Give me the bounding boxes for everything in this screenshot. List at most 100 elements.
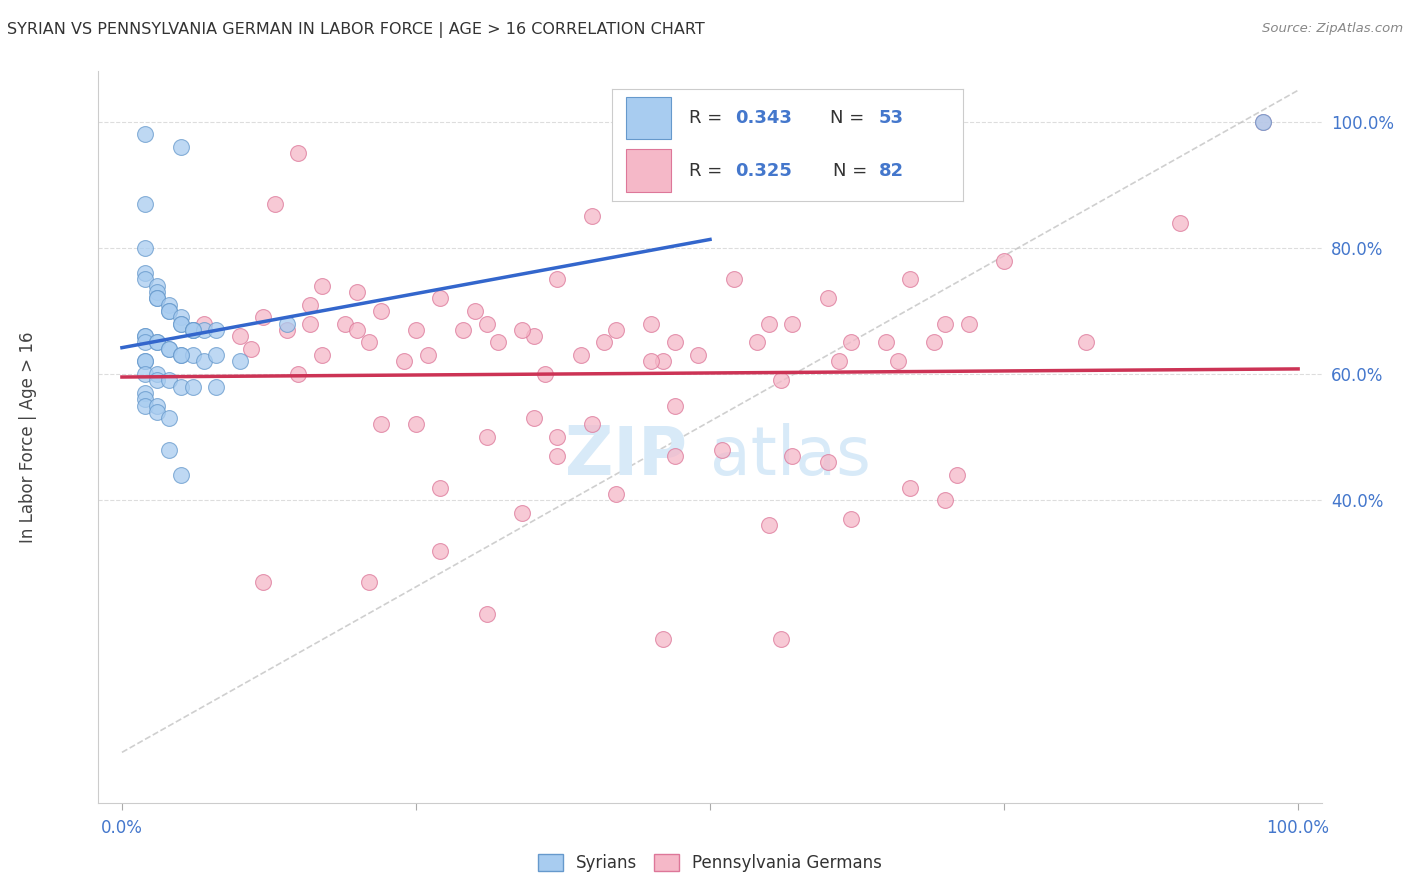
Point xyxy=(311,348,333,362)
Point xyxy=(922,335,945,350)
Point xyxy=(839,512,862,526)
Point xyxy=(782,449,804,463)
Point xyxy=(664,449,686,463)
Point xyxy=(240,342,263,356)
Point xyxy=(898,272,921,286)
Point xyxy=(357,575,380,590)
Point xyxy=(134,386,156,401)
Point xyxy=(605,487,627,501)
Point xyxy=(1076,335,1098,350)
Point xyxy=(157,342,180,356)
Point xyxy=(335,317,357,331)
Point xyxy=(311,278,333,293)
Point xyxy=(193,317,215,331)
Point xyxy=(416,348,439,362)
Point xyxy=(181,323,204,337)
Point xyxy=(946,467,969,482)
Point xyxy=(652,354,675,368)
Point xyxy=(146,399,169,413)
Point xyxy=(146,291,169,305)
Point xyxy=(934,317,956,331)
Point xyxy=(546,272,568,286)
Point xyxy=(134,329,156,343)
Text: N =: N = xyxy=(832,161,873,179)
Point xyxy=(146,278,169,293)
Point xyxy=(875,335,897,350)
Text: R =: R = xyxy=(689,161,728,179)
Point xyxy=(782,317,804,331)
Point xyxy=(170,348,193,362)
Point xyxy=(546,449,568,463)
Point xyxy=(464,304,486,318)
Point xyxy=(710,442,733,457)
Point xyxy=(181,379,204,393)
Point xyxy=(157,298,180,312)
Point xyxy=(475,607,498,621)
Point xyxy=(193,354,215,368)
Point xyxy=(993,253,1015,268)
Point xyxy=(664,399,686,413)
Point xyxy=(157,442,180,457)
Point xyxy=(252,575,274,590)
Point xyxy=(263,196,285,211)
Point xyxy=(769,373,792,387)
Point xyxy=(769,632,792,646)
Point xyxy=(134,354,156,368)
Point xyxy=(817,291,839,305)
Point xyxy=(205,323,228,337)
Text: 82: 82 xyxy=(879,161,904,179)
Point xyxy=(887,354,910,368)
Point xyxy=(723,272,745,286)
Point xyxy=(157,304,180,318)
Point xyxy=(370,417,392,432)
Point xyxy=(170,348,193,362)
Point xyxy=(828,354,851,368)
Point xyxy=(839,335,862,350)
Text: atlas: atlas xyxy=(710,423,870,489)
Point xyxy=(170,379,193,393)
FancyBboxPatch shape xyxy=(626,97,672,139)
Point xyxy=(134,266,156,280)
Point xyxy=(605,323,627,337)
Point xyxy=(745,335,768,350)
Point xyxy=(934,493,956,508)
Legend: Syrians, Pennsylvania Germans: Syrians, Pennsylvania Germans xyxy=(531,847,889,879)
Point xyxy=(146,367,169,381)
Point xyxy=(475,317,498,331)
Point xyxy=(429,291,451,305)
Point xyxy=(346,285,368,299)
Point xyxy=(534,367,557,381)
Point xyxy=(593,335,616,350)
Point xyxy=(546,430,568,444)
Point xyxy=(170,140,193,154)
Text: 0.343: 0.343 xyxy=(734,109,792,128)
Point xyxy=(664,335,686,350)
Point xyxy=(146,285,169,299)
Point xyxy=(134,241,156,255)
Point xyxy=(581,417,603,432)
Point xyxy=(146,405,169,419)
Point xyxy=(357,335,380,350)
Point xyxy=(523,411,546,425)
Point xyxy=(228,329,250,343)
Point xyxy=(205,379,228,393)
Point xyxy=(758,518,780,533)
Point xyxy=(276,323,298,337)
Text: ZIP: ZIP xyxy=(564,423,686,489)
Text: R =: R = xyxy=(689,109,728,128)
Point xyxy=(146,373,169,387)
Point xyxy=(170,467,193,482)
Text: 0.0%: 0.0% xyxy=(101,819,143,837)
Point xyxy=(205,348,228,362)
Point xyxy=(640,354,662,368)
Point xyxy=(134,367,156,381)
Point xyxy=(370,304,392,318)
Text: N =: N = xyxy=(830,109,869,128)
Point xyxy=(510,506,533,520)
Point xyxy=(510,323,533,337)
Point xyxy=(134,329,156,343)
Point xyxy=(581,210,603,224)
Point xyxy=(405,323,427,337)
Point xyxy=(394,354,416,368)
Point xyxy=(1170,216,1192,230)
